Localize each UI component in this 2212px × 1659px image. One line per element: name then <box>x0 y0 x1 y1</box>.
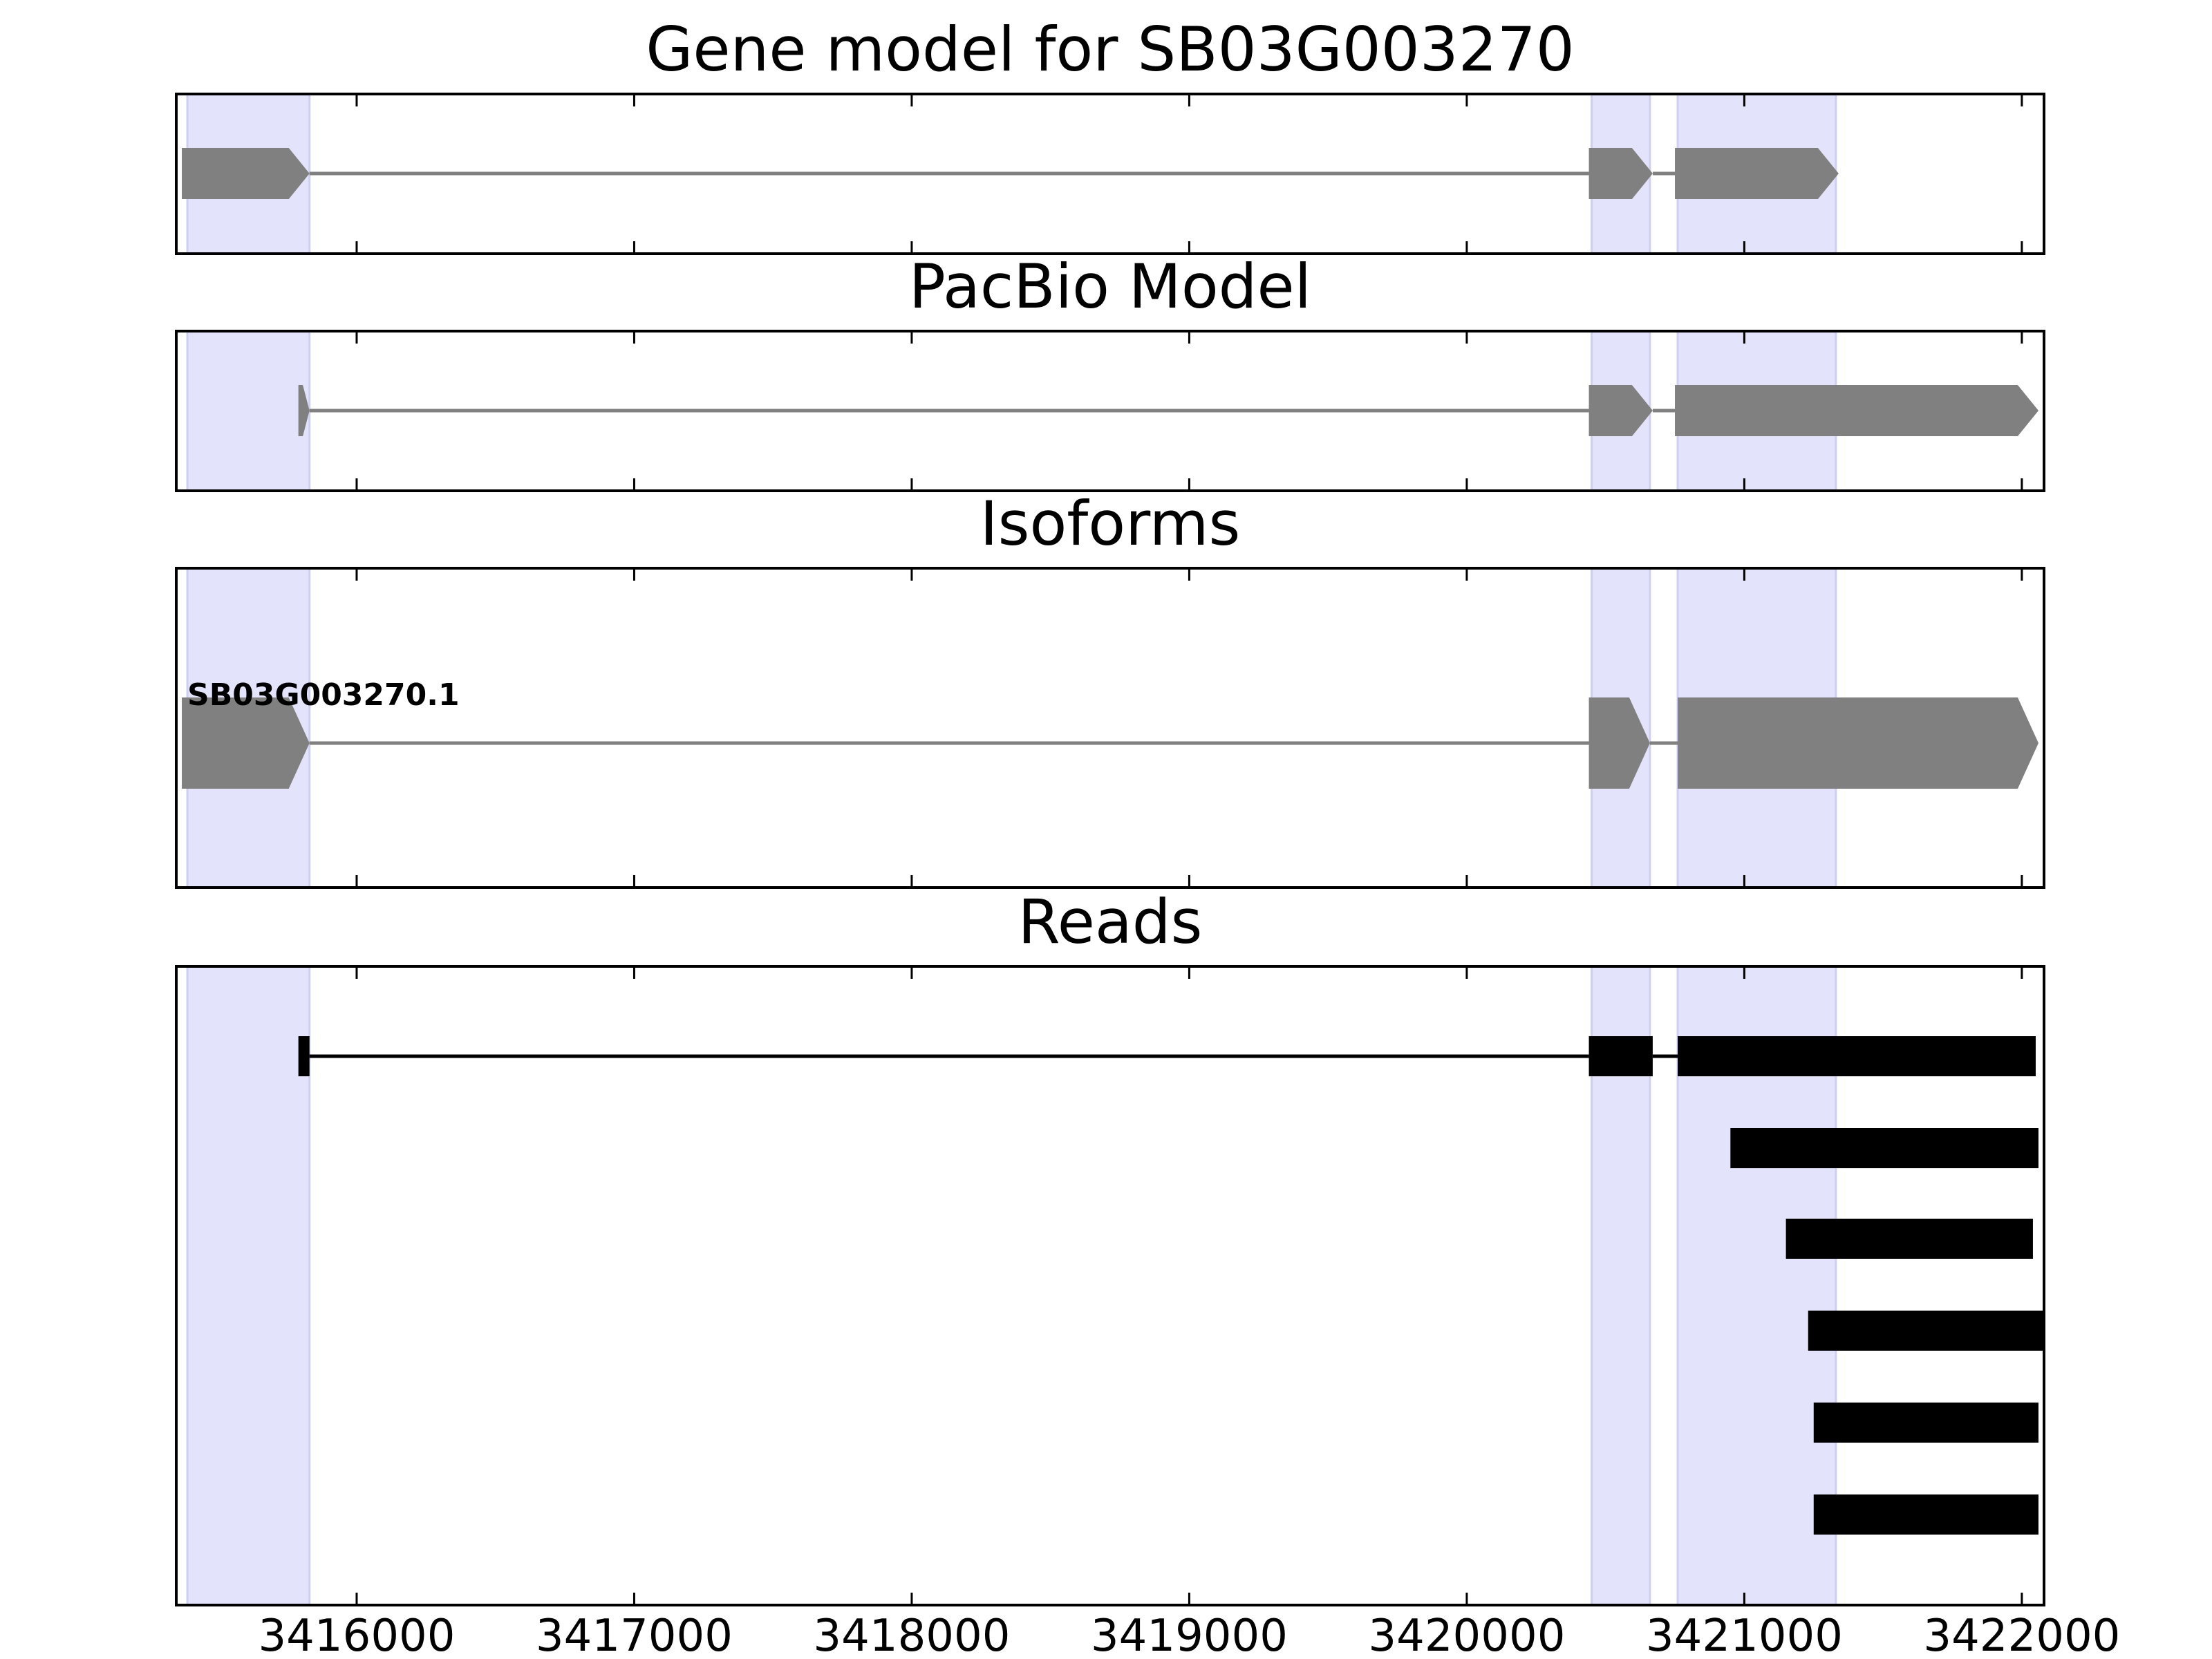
read-segment <box>1730 1128 2038 1168</box>
x-tick-label: 3422000 <box>1923 1611 2120 1659</box>
panel-isoforms: Isoforms SB03G003270.1 <box>175 488 2045 889</box>
read-track <box>1813 1494 2038 1535</box>
exon-arrow <box>1588 385 1653 436</box>
read-segment <box>1678 1036 2036 1076</box>
read-track <box>1785 1219 2033 1259</box>
panel-frame <box>175 567 2045 889</box>
isoform-label: SB03G003270.1 <box>187 677 460 713</box>
read-segment <box>1813 1494 2038 1535</box>
transcript-track <box>298 385 2038 436</box>
exon-arrow <box>1675 148 1839 199</box>
read-segment <box>1813 1403 2038 1443</box>
read-segment <box>1785 1219 2033 1259</box>
x-tick-label: 3418000 <box>813 1611 1010 1659</box>
exon-highlight-band <box>186 965 311 1606</box>
exon-arrow <box>1588 697 1650 789</box>
read-segment <box>1588 1036 1653 1076</box>
read-segment <box>1808 1311 2044 1351</box>
panel-frame <box>175 93 2045 255</box>
exon-arrow <box>182 697 310 789</box>
panel-title: Gene model for SB03G003270 <box>646 14 1575 85</box>
x-tick-label: 3420000 <box>1368 1611 1565 1659</box>
read-track <box>298 1036 2036 1076</box>
panel-pacbio_model: PacBio Model <box>175 251 2045 492</box>
transcript-track: SB03G003270.1 <box>182 677 2038 789</box>
panel-title: Reads <box>1018 886 1203 957</box>
panel-frame <box>175 965 2045 1606</box>
panel-frame <box>175 330 2045 492</box>
panel-gene_model: Gene model for SB03G003270 <box>175 14 2045 255</box>
panel-title: Isoforms <box>980 488 1241 559</box>
read-track <box>1730 1128 2038 1168</box>
exon-arrow <box>298 385 310 436</box>
read-track <box>1808 1311 2044 1351</box>
transcript-track <box>182 148 1839 199</box>
read-segment <box>298 1036 310 1076</box>
panel-reads: Reads <box>175 886 2045 1606</box>
x-tick-label: 3421000 <box>1646 1611 1843 1659</box>
exon-arrow <box>1675 385 2038 436</box>
x-tick-label: 3417000 <box>536 1611 733 1659</box>
exon-arrow <box>1678 697 2038 789</box>
x-tick-label: 3416000 <box>258 1611 455 1659</box>
x-axis: 3416000 3417000 3418000 3419000 3420000 34210… <box>258 1611 2120 1659</box>
exon-highlight-band <box>186 330 311 492</box>
panel-title: PacBio Model <box>909 251 1311 322</box>
read-track <box>1813 1403 2038 1443</box>
x-tick-label: 3419000 <box>1091 1611 1288 1659</box>
exon-arrow <box>1588 148 1653 199</box>
exon-arrow <box>182 148 310 199</box>
